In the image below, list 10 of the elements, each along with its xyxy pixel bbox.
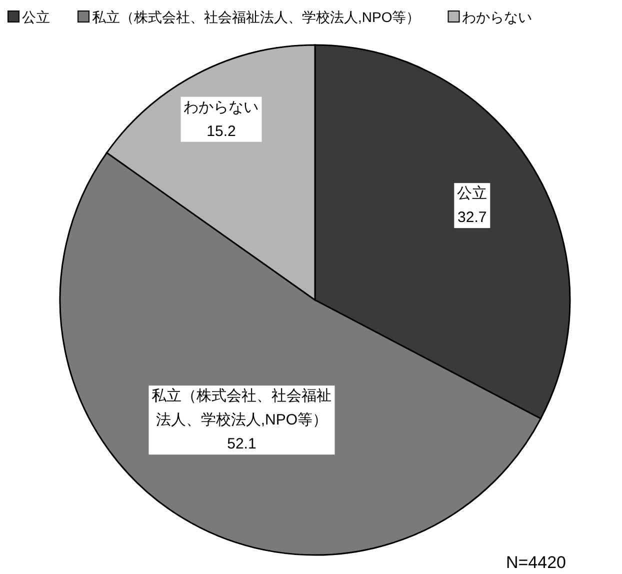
legend-label: わからない: [462, 9, 532, 25]
data-label: 15.2: [206, 122, 236, 140]
legend-label: 私立（株式会社、社会福祉法人、学校法人,NPO等）: [92, 9, 420, 25]
slice-label: 私立（株式会社、社会福祉法人、学校法人,NPO等）: [152, 388, 332, 429]
text: N=4420: [506, 553, 566, 572]
data-label: 52.1: [227, 436, 256, 453]
slice-label: 公立: [457, 185, 488, 202]
data-label: 32.7: [458, 209, 487, 226]
slice-label: わからない: [184, 98, 259, 116]
legend-label: 公立: [22, 9, 50, 25]
